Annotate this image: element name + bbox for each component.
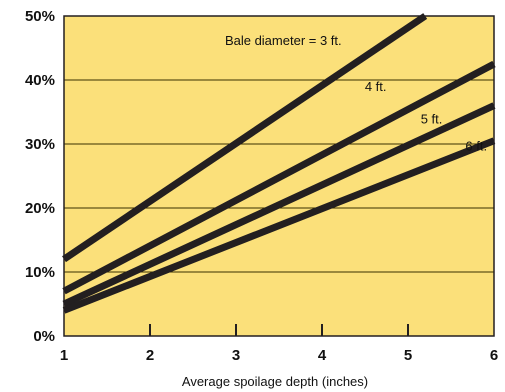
x-tick-label: 2 bbox=[146, 347, 154, 364]
x-tick-label: 3 bbox=[232, 347, 240, 364]
x-tick-label: 6 bbox=[490, 347, 498, 364]
y-tick-label: 50% bbox=[25, 8, 55, 25]
series-line-1 bbox=[62, 13, 428, 263]
series-line-3 bbox=[62, 102, 496, 308]
series-lines bbox=[62, 13, 496, 314]
series-label-3: 5 ft. bbox=[421, 112, 443, 127]
series-label-2: 4 ft. bbox=[365, 79, 387, 94]
x-tick-label: 5 bbox=[404, 347, 412, 364]
x-axis-title: Average spoilage depth (inches) bbox=[182, 374, 368, 389]
series-line-2 bbox=[62, 60, 496, 295]
series-label-4: 6 ft. bbox=[465, 138, 487, 153]
x-tick-label: 4 bbox=[318, 347, 327, 364]
y-tick-label: 0% bbox=[33, 328, 55, 345]
y-tick-label: 10% bbox=[25, 264, 55, 281]
y-tick-label: 20% bbox=[25, 200, 55, 217]
x-tick-label: 1 bbox=[60, 347, 68, 364]
y-tick-label: 40% bbox=[25, 72, 55, 89]
y-tick-label: 30% bbox=[25, 136, 55, 153]
y-tick-labels: 0% 10% 20% 30% 40% 50% bbox=[25, 8, 55, 345]
x-ticks: 1 2 3 4 5 6 bbox=[60, 324, 498, 364]
series-labels: Bale diameter = 3 ft. 4 ft. 5 ft. 6 ft. bbox=[225, 33, 487, 154]
series-label-1: Bale diameter = 3 ft. bbox=[225, 33, 342, 48]
series-line-4 bbox=[62, 137, 496, 314]
plot-frame bbox=[63, 15, 495, 337]
